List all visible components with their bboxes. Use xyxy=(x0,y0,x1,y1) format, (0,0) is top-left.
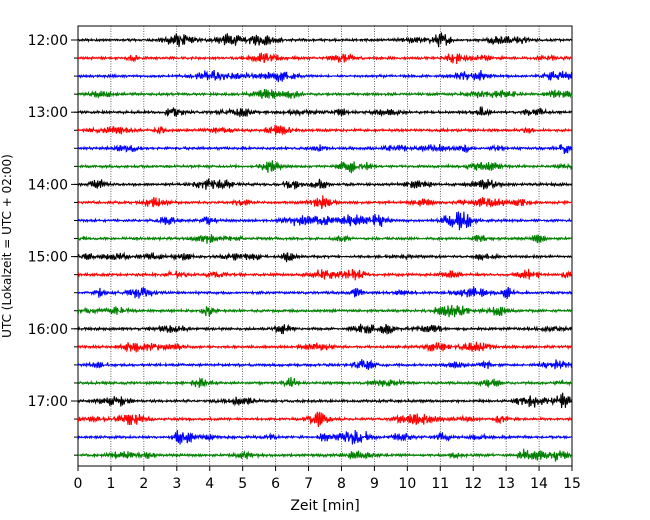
x-tick-label: 13 xyxy=(497,476,515,492)
x-tick-label: 14 xyxy=(530,476,548,492)
plot-area xyxy=(77,25,573,467)
trace-1700 xyxy=(77,392,573,409)
x-tick-label: 10 xyxy=(398,476,416,492)
y-axis: 12:00 13:00 14:00 15:00 16:00 17:00 xyxy=(28,33,78,456)
trace-1430 xyxy=(77,211,573,231)
trace-1330 xyxy=(77,143,573,155)
x-axis-label: Zeit [min] xyxy=(290,498,359,514)
x-tick-label: 11 xyxy=(431,476,449,492)
trace-1300 xyxy=(77,106,573,118)
trace-1530 xyxy=(77,286,573,299)
y-tick-label: 17:00 xyxy=(28,394,68,410)
trace-1315 xyxy=(77,124,573,136)
x-tick-label: 6 xyxy=(271,476,280,492)
trace-1515 xyxy=(77,268,573,281)
x-tick-label: 3 xyxy=(172,476,181,492)
trace-1415 xyxy=(77,195,573,210)
x-tick-label: 0 xyxy=(74,476,83,492)
trace-1230 xyxy=(77,69,573,83)
x-tick-label: 4 xyxy=(205,476,214,492)
x-tick-label: 12 xyxy=(464,476,482,492)
traces xyxy=(77,32,573,462)
trace-1615 xyxy=(77,341,573,353)
trace-1500 xyxy=(77,251,573,263)
x-tick-label: 2 xyxy=(139,476,148,492)
x-tick-label: 1 xyxy=(106,476,115,492)
trace-1215 xyxy=(77,52,573,64)
y-tick-label: 14:00 xyxy=(28,177,68,193)
trace-1730 xyxy=(77,429,573,445)
trace-1600 xyxy=(77,323,573,335)
x-tick-label: 5 xyxy=(238,476,247,492)
trace-1400 xyxy=(77,178,573,190)
y-tick-label: 16:00 xyxy=(28,322,68,338)
y-tick-label: 12:00 xyxy=(28,33,68,49)
trace-1645 xyxy=(77,376,573,389)
trace-1345 xyxy=(77,160,573,174)
y-axis-label: UTC (Lokalzeit = UTC + 02:00) xyxy=(0,154,14,338)
trace-1715 xyxy=(77,411,573,428)
y-tick-label: 13:00 xyxy=(28,105,68,121)
y-tick-label: 15:00 xyxy=(28,250,68,266)
trace-1245 xyxy=(77,89,573,99)
trace-1745 xyxy=(77,448,573,462)
x-tick-label: 8 xyxy=(337,476,346,492)
trace-1630 xyxy=(77,359,573,370)
x-axis: 0 1 2 3 4 5 6 7 8 9 10 11 12 13 14 15 xyxy=(74,466,581,492)
grid xyxy=(110,26,540,466)
x-tick-label: 7 xyxy=(304,476,313,492)
trace-1200 xyxy=(77,32,573,48)
trace-1445 xyxy=(77,234,573,244)
trace-1545 xyxy=(77,304,573,318)
x-tick-label: 15 xyxy=(563,476,581,492)
x-tick-label: 9 xyxy=(370,476,379,492)
